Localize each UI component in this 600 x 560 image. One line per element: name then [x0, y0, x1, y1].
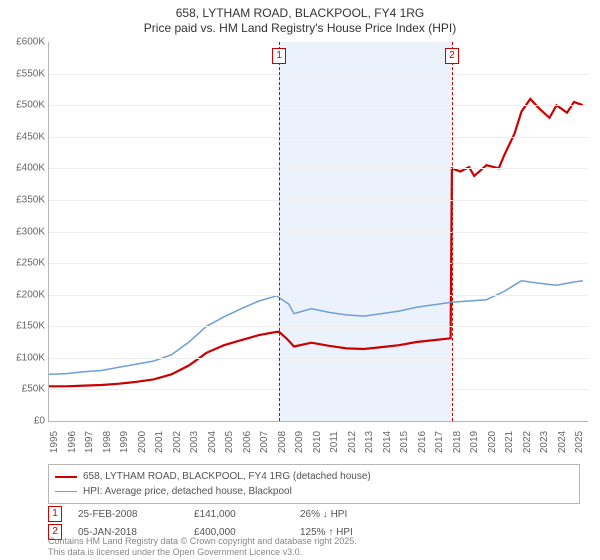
event-marker-box: 2: [445, 48, 459, 64]
gridline-h: [49, 200, 588, 201]
series-line: [49, 99, 583, 386]
x-tick-label: 1998: [102, 431, 113, 453]
x-tick-label: 2011: [329, 431, 340, 453]
event-row: 1 25-FEB-2008 £141,000 26% ↓ HPI: [48, 505, 410, 523]
title-line-1: 658, LYTHAM ROAD, BLACKPOOL, FY4 1RG: [0, 6, 600, 21]
footer-attribution: Contains HM Land Registry data © Crown c…: [48, 536, 357, 558]
x-tick-label: 1995: [49, 431, 60, 453]
x-tick-label: 2018: [452, 431, 463, 453]
x-tick-label: 2003: [189, 431, 200, 453]
event-marker-box: 1: [272, 48, 286, 64]
x-tick-label: 2008: [277, 431, 288, 453]
gridline-h: [49, 74, 588, 75]
x-tick-label: 2022: [522, 431, 533, 453]
event-pct: 26% ↓ HPI: [300, 509, 410, 520]
event-marker-line: [452, 42, 453, 421]
title-line-2: Price paid vs. HM Land Registry's House …: [0, 21, 600, 36]
x-tick-label: 2010: [312, 431, 323, 453]
gridline-h: [49, 137, 588, 138]
x-tick-label: 2021: [504, 431, 515, 453]
x-tick-label: 2016: [417, 431, 428, 453]
y-tick-label: £550K: [1, 68, 45, 79]
x-tick-label: 2019: [469, 431, 480, 453]
x-tick-label: 2013: [364, 431, 375, 453]
y-tick-label: £250K: [1, 258, 45, 269]
gridline-h: [49, 263, 588, 264]
x-tick-label: 2009: [294, 431, 305, 453]
x-tick-label: 2015: [399, 431, 410, 453]
y-tick-label: £400K: [1, 163, 45, 174]
legend-label: HPI: Average price, detached house, Blac…: [83, 484, 292, 499]
legend-swatch: [55, 491, 77, 492]
event-date: 25-FEB-2008: [78, 509, 178, 520]
legend-item: 658, LYTHAM ROAD, BLACKPOOL, FY4 1RG (de…: [55, 469, 573, 484]
x-tick-label: 1996: [67, 431, 78, 453]
x-tick-label: 2014: [382, 431, 393, 453]
footer-line-1: Contains HM Land Registry data © Crown c…: [48, 536, 357, 547]
x-tick-label: 2024: [557, 431, 568, 453]
legend-swatch: [55, 476, 77, 478]
event-marker-line: [279, 42, 280, 421]
event-marker-box: 1: [48, 506, 62, 522]
x-tick-label: 2004: [207, 431, 218, 453]
x-tick-label: 2017: [434, 431, 445, 453]
y-tick-label: £100K: [1, 352, 45, 363]
gridline-h: [49, 232, 588, 233]
y-tick-label: £300K: [1, 226, 45, 237]
x-tick-label: 2002: [172, 431, 183, 453]
x-tick-label: 1997: [84, 431, 95, 453]
y-tick-label: £0: [1, 416, 45, 427]
x-tick-label: 2007: [259, 431, 270, 453]
x-tick-label: 2025: [574, 431, 585, 453]
y-tick-label: £450K: [1, 131, 45, 142]
x-tick-label: 2001: [154, 431, 165, 453]
chart-title-block: 658, LYTHAM ROAD, BLACKPOOL, FY4 1RG Pri…: [0, 0, 600, 36]
y-tick-label: £350K: [1, 194, 45, 205]
x-tick-label: 2012: [347, 431, 358, 453]
gridline-h: [49, 295, 588, 296]
gridline-h: [49, 168, 588, 169]
y-tick-label: £500K: [1, 100, 45, 111]
x-tick-label: 2023: [539, 431, 550, 453]
y-tick-label: £50K: [1, 384, 45, 395]
event-price: £141,000: [194, 509, 284, 520]
x-tick-label: 2006: [242, 431, 253, 453]
y-tick-label: £200K: [1, 289, 45, 300]
x-tick-label: 2020: [487, 431, 498, 453]
x-tick-label: 1999: [119, 431, 130, 453]
gridline-h: [49, 105, 588, 106]
legend-item: HPI: Average price, detached house, Blac…: [55, 484, 573, 499]
y-tick-label: £150K: [1, 321, 45, 332]
footer-line-2: This data is licensed under the Open Gov…: [48, 547, 357, 558]
gridline-h: [49, 358, 588, 359]
x-tick-label: 2005: [224, 431, 235, 453]
legend-label: 658, LYTHAM ROAD, BLACKPOOL, FY4 1RG (de…: [83, 469, 371, 484]
y-tick-label: £600K: [1, 37, 45, 48]
gridline-h: [49, 389, 588, 390]
gridline-h: [49, 326, 588, 327]
x-tick-label: 2000: [137, 431, 148, 453]
legend-box: 658, LYTHAM ROAD, BLACKPOOL, FY4 1RG (de…: [48, 464, 580, 504]
chart-plot-area: £0£50K£100K£150K£200K£250K£300K£350K£400…: [48, 42, 588, 422]
